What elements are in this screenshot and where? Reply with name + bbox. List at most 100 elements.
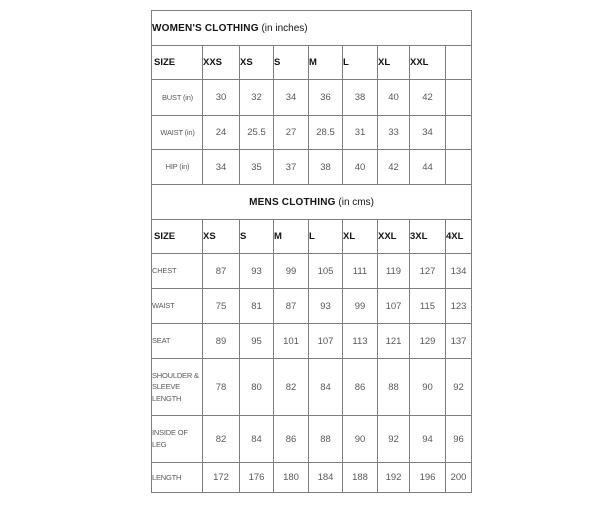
value-cell: 90 — [409, 358, 446, 416]
womens-col-header: M — [308, 45, 343, 80]
empty-cell — [444, 115, 473, 150]
value-cell: 96 — [444, 415, 473, 463]
value-cell: 176 — [239, 462, 274, 493]
row-label: BUST (in) — [151, 79, 203, 116]
value-cell: 42 — [377, 149, 410, 185]
value-cell: 36 — [308, 79, 343, 116]
value-cell: 86 — [342, 358, 378, 416]
value-cell: 107 — [308, 323, 343, 359]
value-cell: 90 — [342, 415, 378, 463]
value-cell: 129 — [409, 323, 446, 359]
value-cell: 37 — [273, 149, 309, 185]
value-cell: 134 — [444, 253, 473, 289]
mens-col-header: 4XL — [444, 219, 473, 254]
value-cell: 123 — [444, 288, 473, 324]
value-cell: 93 — [239, 253, 274, 289]
womens-col-header: S — [273, 45, 309, 80]
womens-row-waist: WAIST (in) 24 25.5 27 28.5 31 33 34 — [151, 115, 473, 150]
mens-size-header: SIZE — [151, 219, 203, 254]
womens-col-header: XXL — [409, 45, 446, 80]
empty-cell — [444, 79, 473, 116]
mens-col-header: S — [239, 219, 274, 254]
value-cell: 80 — [239, 358, 274, 416]
value-cell: 127 — [409, 253, 446, 289]
value-cell: 82 — [273, 358, 309, 416]
womens-title-unit: (in inches) — [261, 22, 308, 34]
empty-header-cell — [444, 45, 473, 80]
womens-row-bust: BUST (in) 30 32 34 36 38 40 42 — [151, 79, 473, 116]
mens-col-header: 3XL — [409, 219, 446, 254]
row-label: INSIDE OF LEG — [151, 415, 203, 463]
mens-row-shoulder-sleeve-length: SHOULDER & SLEEVE LENGTH 78 80 82 84 86 … — [151, 358, 473, 416]
mens-col-header: XXL — [377, 219, 410, 254]
mens-header-row: SIZE XS S M L XL XXL 3XL 4XL — [151, 219, 473, 254]
value-cell: 93 — [308, 288, 343, 324]
size-chart-table: WOMEN'S CLOTHING (in inches) SIZE XXS XS… — [150, 10, 473, 493]
value-cell: 137 — [444, 323, 473, 359]
womens-row-hip: HIP (in) 34 35 37 38 40 42 44 — [151, 149, 473, 185]
value-cell: 31 — [342, 115, 378, 150]
mens-col-header: XS — [202, 219, 240, 254]
empty-cell — [444, 149, 473, 185]
value-cell: 34 — [409, 115, 446, 150]
value-cell: 111 — [342, 253, 378, 289]
mens-section-title: MENS CLOTHING (in cms) — [150, 184, 473, 220]
value-cell: 75 — [202, 288, 240, 324]
womens-col-header: XS — [239, 45, 274, 80]
value-cell: 30 — [202, 79, 240, 116]
value-cell: 105 — [308, 253, 343, 289]
value-cell: 99 — [273, 253, 309, 289]
row-label: CHEST — [151, 253, 203, 289]
womens-title-row: WOMEN'S CLOTHING (in inches) — [150, 10, 473, 46]
value-cell: 115 — [409, 288, 446, 324]
row-label: SHOULDER & SLEEVE LENGTH — [151, 358, 203, 416]
value-cell: 99 — [342, 288, 378, 324]
womens-size-header: SIZE — [151, 45, 203, 80]
value-cell: 82 — [202, 415, 240, 463]
value-cell: 34 — [202, 149, 240, 185]
mens-row-chest: CHEST 87 93 99 105 111 119 127 134 — [151, 253, 473, 289]
value-cell: 101 — [273, 323, 309, 359]
mens-title-unit: (in cms) — [338, 196, 374, 208]
value-cell: 81 — [239, 288, 274, 324]
value-cell: 42 — [409, 79, 446, 116]
value-cell: 192 — [377, 462, 410, 493]
value-cell: 200 — [444, 462, 473, 493]
womens-col-header: XXS — [202, 45, 240, 80]
mens-row-waist: WAIST 75 81 87 93 99 107 115 123 — [151, 288, 473, 324]
value-cell: 40 — [342, 149, 378, 185]
mens-row-seat: SEAT 89 95 101 107 113 121 129 137 — [151, 323, 473, 359]
mens-col-header: XL — [342, 219, 378, 254]
value-cell: 84 — [239, 415, 274, 463]
row-label: WAIST (in) — [151, 115, 203, 150]
womens-header-row: SIZE XXS XS S M L XL XXL — [151, 45, 473, 80]
value-cell: 107 — [377, 288, 410, 324]
value-cell: 119 — [377, 253, 410, 289]
value-cell: 33 — [377, 115, 410, 150]
value-cell: 84 — [308, 358, 343, 416]
womens-col-header: XL — [377, 45, 410, 80]
value-cell: 28.5 — [308, 115, 343, 150]
womens-col-header: L — [342, 45, 378, 80]
mens-title-text: MENS CLOTHING — [249, 196, 336, 208]
row-label: LENGTH — [151, 462, 203, 493]
value-cell: 121 — [377, 323, 410, 359]
value-cell: 87 — [202, 253, 240, 289]
value-cell: 180 — [273, 462, 309, 493]
value-cell: 38 — [308, 149, 343, 185]
mens-col-header: M — [273, 219, 309, 254]
value-cell: 78 — [202, 358, 240, 416]
row-label: SEAT — [151, 323, 203, 359]
womens-title-text: WOMEN'S CLOTHING — [152, 22, 259, 34]
value-cell: 34 — [273, 79, 309, 116]
row-label: HIP (in) — [151, 149, 203, 185]
value-cell: 89 — [202, 323, 240, 359]
mens-col-header: L — [308, 219, 343, 254]
value-cell: 38 — [342, 79, 378, 116]
value-cell: 35 — [239, 149, 274, 185]
value-cell: 87 — [273, 288, 309, 324]
value-cell: 86 — [273, 415, 309, 463]
value-cell: 44 — [409, 149, 446, 185]
mens-row-inside-of-leg: INSIDE OF LEG 82 84 86 88 90 92 94 96 — [151, 415, 473, 463]
